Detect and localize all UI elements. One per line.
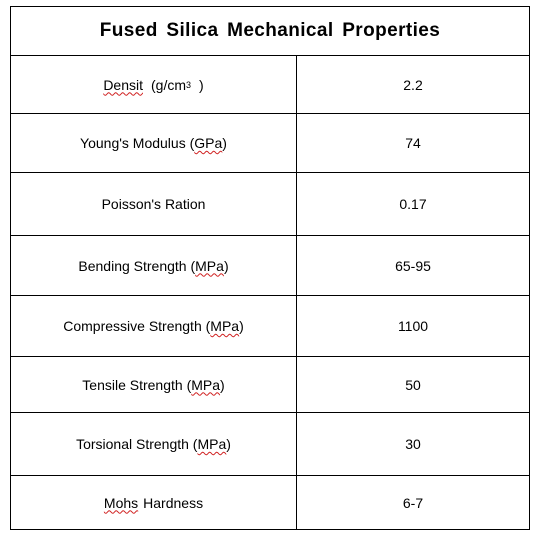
property-value: 2.2: [403, 76, 423, 93]
property-value: 6-7: [402, 494, 424, 511]
property-name-spellcheck-word: MPa: [210, 318, 240, 334]
property-name-unit-close: ): [220, 376, 225, 393]
property-name-superscript: 3: [186, 79, 192, 90]
table-title-row: Fused Silica Mechanical Properties: [11, 7, 529, 56]
property-name-unit-close: ): [223, 257, 229, 274]
property-name: Hardness: [143, 494, 204, 511]
property-value-cell: 1100: [297, 296, 529, 356]
property-value-cell: 65-95: [297, 236, 529, 295]
property-name-unit-close: ): [239, 318, 244, 334]
property-value: 65-95: [395, 257, 431, 274]
property-value-cell: 6-7: [297, 476, 529, 529]
property-value-cell: 2.2: [297, 56, 529, 113]
property-value: 1100: [397, 318, 429, 334]
property-name: Bending Strength (: [78, 257, 196, 274]
property-name-cell: Poisson's Ration: [11, 173, 297, 235]
property-value: 0.17: [399, 196, 427, 212]
table-row: Poisson's Ration 0.17: [11, 173, 529, 236]
property-name-unit-close: ): [222, 135, 227, 151]
property-name-spellcheck-word: MPa: [195, 257, 224, 274]
properties-table: Fused Silica Mechanical Properties Densi…: [10, 6, 530, 530]
table-row: Bending Strength (MPa) 65-95: [11, 236, 529, 296]
property-name-cell: Bending Strength (MPa): [11, 236, 297, 295]
table-row: Torsional Strength (MPa) 30: [11, 413, 529, 476]
property-value-cell: 0.17: [297, 173, 529, 235]
property-value: 50: [405, 376, 421, 393]
property-name-unit: (g/cm: [151, 76, 186, 93]
property-name-spellcheck-word: MPa: [191, 376, 221, 393]
property-name-cell: Tensile Strength (MPa): [11, 357, 297, 412]
property-value: 74: [405, 135, 421, 151]
property-name-unit-close: ): [199, 76, 204, 93]
property-name-spellcheck-word: MPa: [197, 436, 227, 452]
property-name: Young's Modulus (: [80, 135, 195, 151]
property-name-spellcheck-word: Mohs: [103, 494, 139, 511]
property-value-cell: 50: [297, 357, 529, 412]
property-name: Poisson's Ration: [101, 196, 206, 212]
property-name-unit-close: ): [226, 436, 231, 452]
property-name: Tensile Strength (: [82, 376, 192, 393]
property-value-cell: 74: [297, 114, 529, 172]
property-name-cell: Torsional Strength (MPa): [11, 413, 297, 475]
table-row: Compressive Strength (MPa) 1100: [11, 296, 529, 357]
property-name-cell: Mohs Hardness: [11, 476, 297, 529]
property-name-spellcheck-word: Densit: [103, 76, 143, 93]
property-name: Torsional Strength (: [76, 436, 198, 452]
table-row: Mohs Hardness 6-7: [11, 476, 529, 529]
property-name-cell: Densit (g/cm 3 ): [11, 56, 297, 113]
property-name: Compressive Strength (: [63, 318, 211, 334]
property-name-spellcheck-word: GPa: [194, 135, 223, 151]
table-row: Densit (g/cm 3 ) 2.2: [11, 56, 529, 114]
property-value: 30: [405, 436, 421, 452]
property-value-cell: 30: [297, 413, 529, 475]
table-row: Tensile Strength (MPa) 50: [11, 357, 529, 413]
table-title: Fused Silica Mechanical Properties: [99, 20, 441, 41]
property-name-cell: Compressive Strength (MPa): [11, 296, 297, 356]
property-name-cell: Young's Modulus (GPa): [11, 114, 297, 172]
table-row: Young's Modulus (GPa) 74: [11, 114, 529, 173]
